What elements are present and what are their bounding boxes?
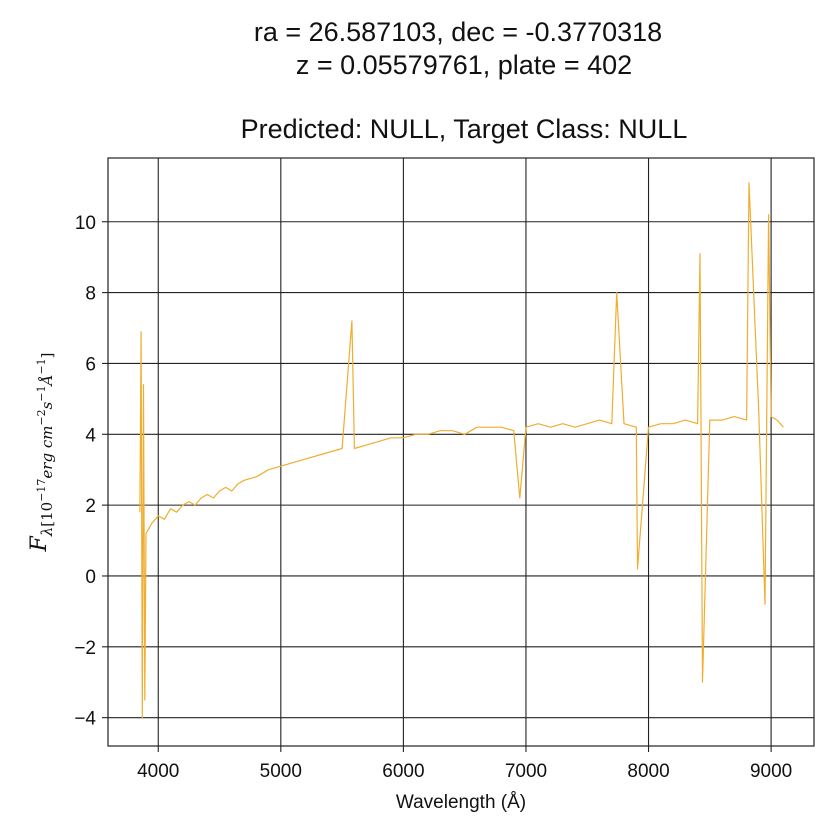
y-tick-label: 0 bbox=[85, 567, 96, 588]
y-tick-label: −2 bbox=[74, 638, 96, 659]
svg-text:Fλ[10−17erg cm−2s−1Å−1]: Fλ[10−17erg cm−2s−1Å−1] bbox=[27, 352, 56, 552]
y-tick-label: 10 bbox=[75, 213, 96, 234]
grid-lines bbox=[108, 158, 814, 746]
plot-frame bbox=[107, 157, 815, 747]
y-tick-label: 4 bbox=[85, 425, 96, 446]
y-tick-label: 8 bbox=[85, 284, 96, 305]
x-tick-label: 5000 bbox=[260, 761, 302, 782]
ticks: 4000 5000 6000 7000 8000 9000 −4 −2 0 2 4 6 8 10 bbox=[74, 213, 792, 782]
title-line-2: z = 0.05579761, plate = 402 bbox=[296, 50, 632, 80]
x-tick-label: 4000 bbox=[137, 761, 179, 782]
y-tick-label: 6 bbox=[85, 354, 96, 375]
y-tick-label: −4 bbox=[74, 709, 96, 730]
y-tick-label: 2 bbox=[85, 496, 96, 517]
title-line-1: ra = 26.587103, dec = -0.3770318 bbox=[254, 17, 662, 47]
y-axis-label: Fλ[10−17erg cm−2s−1Å−1] bbox=[27, 352, 56, 552]
x-tick-label: 8000 bbox=[627, 761, 669, 782]
spectrum-line bbox=[139, 182, 784, 719]
x-tick-label: 6000 bbox=[382, 761, 424, 782]
x-tick-label: 9000 bbox=[750, 761, 792, 782]
title-line-3: Predicted: NULL, Target Class: NULL bbox=[241, 114, 688, 144]
x-tick-label: 7000 bbox=[505, 761, 547, 782]
series-layer bbox=[139, 182, 784, 719]
x-axis-label: Wavelength (Å) bbox=[396, 792, 526, 813]
